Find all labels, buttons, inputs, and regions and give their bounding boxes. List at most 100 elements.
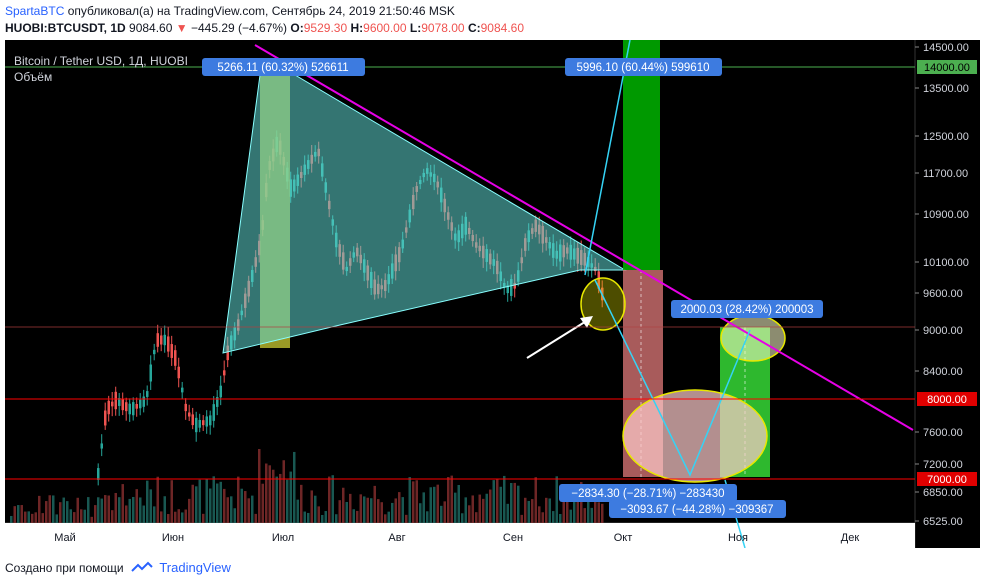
candle-body	[118, 398, 121, 406]
volume-bar	[80, 509, 83, 523]
volume-bar	[580, 482, 583, 523]
volume-bar	[62, 497, 65, 523]
volume-bar	[387, 511, 390, 523]
volume-bar	[349, 493, 352, 523]
tradingview-link[interactable]: TradingView	[159, 560, 231, 575]
volume-bar	[209, 488, 212, 523]
volume-bar	[48, 495, 51, 523]
volume-bar	[503, 475, 506, 523]
volume-bar	[527, 500, 530, 523]
volume-bar	[69, 509, 72, 523]
volume-bar	[244, 491, 247, 523]
volume-bar	[195, 486, 198, 523]
volume-bar	[520, 514, 523, 523]
volume-bar	[443, 501, 446, 523]
volume-bar	[139, 497, 142, 523]
time-axis-panel[interactable]	[5, 523, 915, 548]
volume-bar	[100, 498, 103, 523]
candle-body	[114, 391, 117, 410]
volume-bar	[321, 514, 324, 523]
volume-bar	[408, 477, 411, 523]
candle-body	[506, 285, 509, 294]
volume-bar	[352, 509, 355, 523]
volume-bar	[576, 493, 579, 523]
volume-bar	[27, 511, 30, 523]
range-box-up	[623, 40, 660, 270]
volume-bar	[128, 498, 131, 523]
price-chart[interactable]: Bitcoin / Tether USD, 1Д, HUOBI Объём 52…	[5, 40, 980, 548]
price-change: −445.29 (−4.67%)	[190, 21, 288, 35]
volume-bar	[545, 497, 548, 523]
volume-bar	[55, 514, 58, 523]
volume-bar	[135, 489, 138, 523]
volume-bar	[422, 492, 425, 523]
last-price: 9084.60	[129, 21, 173, 35]
volume-bar	[426, 511, 429, 523]
candle-body	[153, 349, 156, 355]
volume-bar	[461, 513, 464, 523]
volume-bar	[436, 484, 439, 523]
volume-bar	[559, 514, 562, 523]
volume-bar	[300, 484, 303, 523]
volume-bar	[601, 503, 604, 523]
level-label-7000: 7000.00	[917, 472, 977, 486]
volume-bar	[440, 505, 443, 523]
volume-bar	[240, 488, 243, 523]
volume-bar	[94, 505, 97, 523]
author-link[interactable]: SpartaBTC	[5, 4, 65, 18]
volume-bar	[419, 503, 422, 523]
volume-bar	[534, 477, 537, 523]
volume-label: Объём	[14, 70, 52, 84]
target-ellipse	[622, 389, 768, 483]
volume-bar	[142, 505, 145, 523]
candle-body	[132, 402, 135, 416]
volume-bar	[107, 495, 110, 523]
time-tick-label: Окт	[614, 532, 633, 544]
price-tick-label: 6525.00	[923, 516, 963, 528]
price-tick-label: 8400.00	[923, 366, 963, 378]
volume-bar	[513, 482, 516, 523]
candle-body	[104, 410, 107, 426]
candle-body	[100, 443, 103, 449]
volume-bar	[156, 476, 159, 523]
high-value: 9600.00	[363, 21, 407, 35]
price-tick-label: 10100.00	[923, 257, 969, 269]
volume-bar	[370, 498, 373, 523]
volume-bar	[97, 497, 100, 523]
volume-bar	[226, 497, 229, 523]
open-value: 9529.30	[303, 21, 348, 35]
price-axis-panel[interactable]	[915, 40, 980, 548]
candle-body	[142, 396, 145, 407]
volume-bar	[401, 497, 404, 523]
white-arrow-icon	[526, 319, 589, 359]
volume-bar	[296, 499, 299, 523]
annotation-4-text: −2834.30 (−28.71%) −283430	[571, 488, 724, 500]
ohlc-line: HUOBI:BTCUSDT, 1D 9084.60 ▼ −445.29 (−4.…	[5, 21, 524, 35]
candle-body	[107, 400, 110, 415]
volume-bar	[118, 497, 121, 523]
volume-bar	[506, 503, 509, 523]
volume-bar	[275, 476, 278, 523]
volume-bar	[272, 469, 275, 523]
candle-body	[149, 364, 152, 382]
time-tick-label: Ноя	[728, 532, 748, 544]
volume-bars	[10, 448, 604, 523]
volume-bar	[548, 498, 551, 523]
close-value: 9084.60	[480, 21, 525, 35]
volume-bar	[188, 498, 191, 523]
candle-body	[128, 403, 131, 415]
chart-title: Bitcoin / Tether USD, 1Д, HUOBI	[14, 54, 188, 68]
volume-bar	[331, 475, 334, 523]
candle-body	[510, 279, 513, 296]
candle-body	[195, 417, 198, 433]
volume-bar	[174, 511, 177, 523]
volume-bar	[261, 483, 264, 523]
volume-bar	[258, 448, 261, 523]
annotation-1: 5266.11 (60.32%) 526611	[202, 58, 365, 76]
volume-bar	[310, 490, 313, 523]
volume-bar	[317, 506, 320, 523]
price-axis-ticks: 14500.00 13500.00 12500.00 11700.00 10900.00…	[915, 42, 969, 528]
annotation-5-text: −3093.67 (−44.28%) −309367	[620, 504, 773, 516]
candle-body	[191, 414, 194, 426]
candle-body	[167, 336, 170, 352]
